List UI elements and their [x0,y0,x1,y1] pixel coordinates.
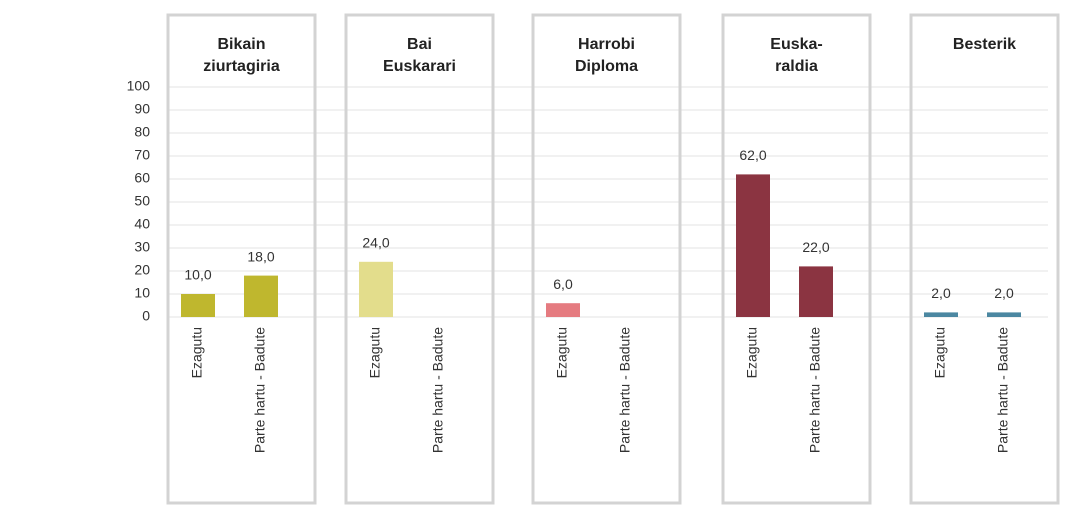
data-label: 24,0 [362,235,389,251]
data-label: 22,0 [802,239,829,255]
y-tick-label: 70 [134,147,150,163]
x-tick-label: Parte hartu - Badute [617,327,633,453]
data-label: 2,0 [931,285,951,301]
group-title: Bai [407,36,432,53]
y-tick-label: 90 [134,101,150,117]
x-tick-label: Ezagutu [189,327,205,378]
bar [924,312,958,317]
bar [987,312,1021,317]
group-title: Bikain [217,36,265,53]
bar [244,275,278,317]
group-frame [344,13,495,505]
data-label: 6,0 [553,276,573,292]
bar [736,174,770,317]
y-tick-label: 80 [134,124,150,140]
data-label: 62,0 [739,147,766,163]
group-title: Besterik [953,36,1016,53]
bar [181,294,215,317]
x-tick-label: Parte hartu - Badute [252,327,268,453]
x-tick-label: Ezagutu [932,327,948,378]
group-title: Harrobi [578,36,635,53]
group-title: raldia [775,58,818,75]
data-label: 18,0 [247,248,274,264]
bar [546,303,580,317]
group-title: Euskarari [383,58,456,75]
y-tick-label: 10 [134,285,150,301]
y-tick-label: 0 [142,308,150,324]
y-tick-label: 50 [134,193,150,209]
y-tick-label: 100 [127,78,151,94]
x-tick-label: Parte hartu - Badute [430,327,446,453]
group-frame [531,13,682,505]
group-frame [166,13,317,505]
y-tick-label: 30 [134,239,150,255]
y-tick-label: 60 [134,170,150,186]
x-tick-label: Ezagutu [554,327,570,378]
group-title: Euska- [770,36,822,53]
y-tick-label: 40 [134,216,150,232]
group-title: ziurtagiria [203,58,280,75]
data-label: 2,0 [994,285,1014,301]
x-tick-label: Ezagutu [744,327,760,378]
x-tick-label: Parte hartu - Badute [995,327,1011,453]
x-tick-label: Parte hartu - Badute [807,327,823,453]
group-frame [909,13,1060,505]
x-tick-label: Ezagutu [367,327,383,378]
group-frame [721,13,872,505]
group-title: Diploma [575,58,638,75]
bar [359,261,393,317]
data-label: 10,0 [184,267,211,283]
y-tick-label: 20 [134,262,150,278]
bar [799,266,833,317]
